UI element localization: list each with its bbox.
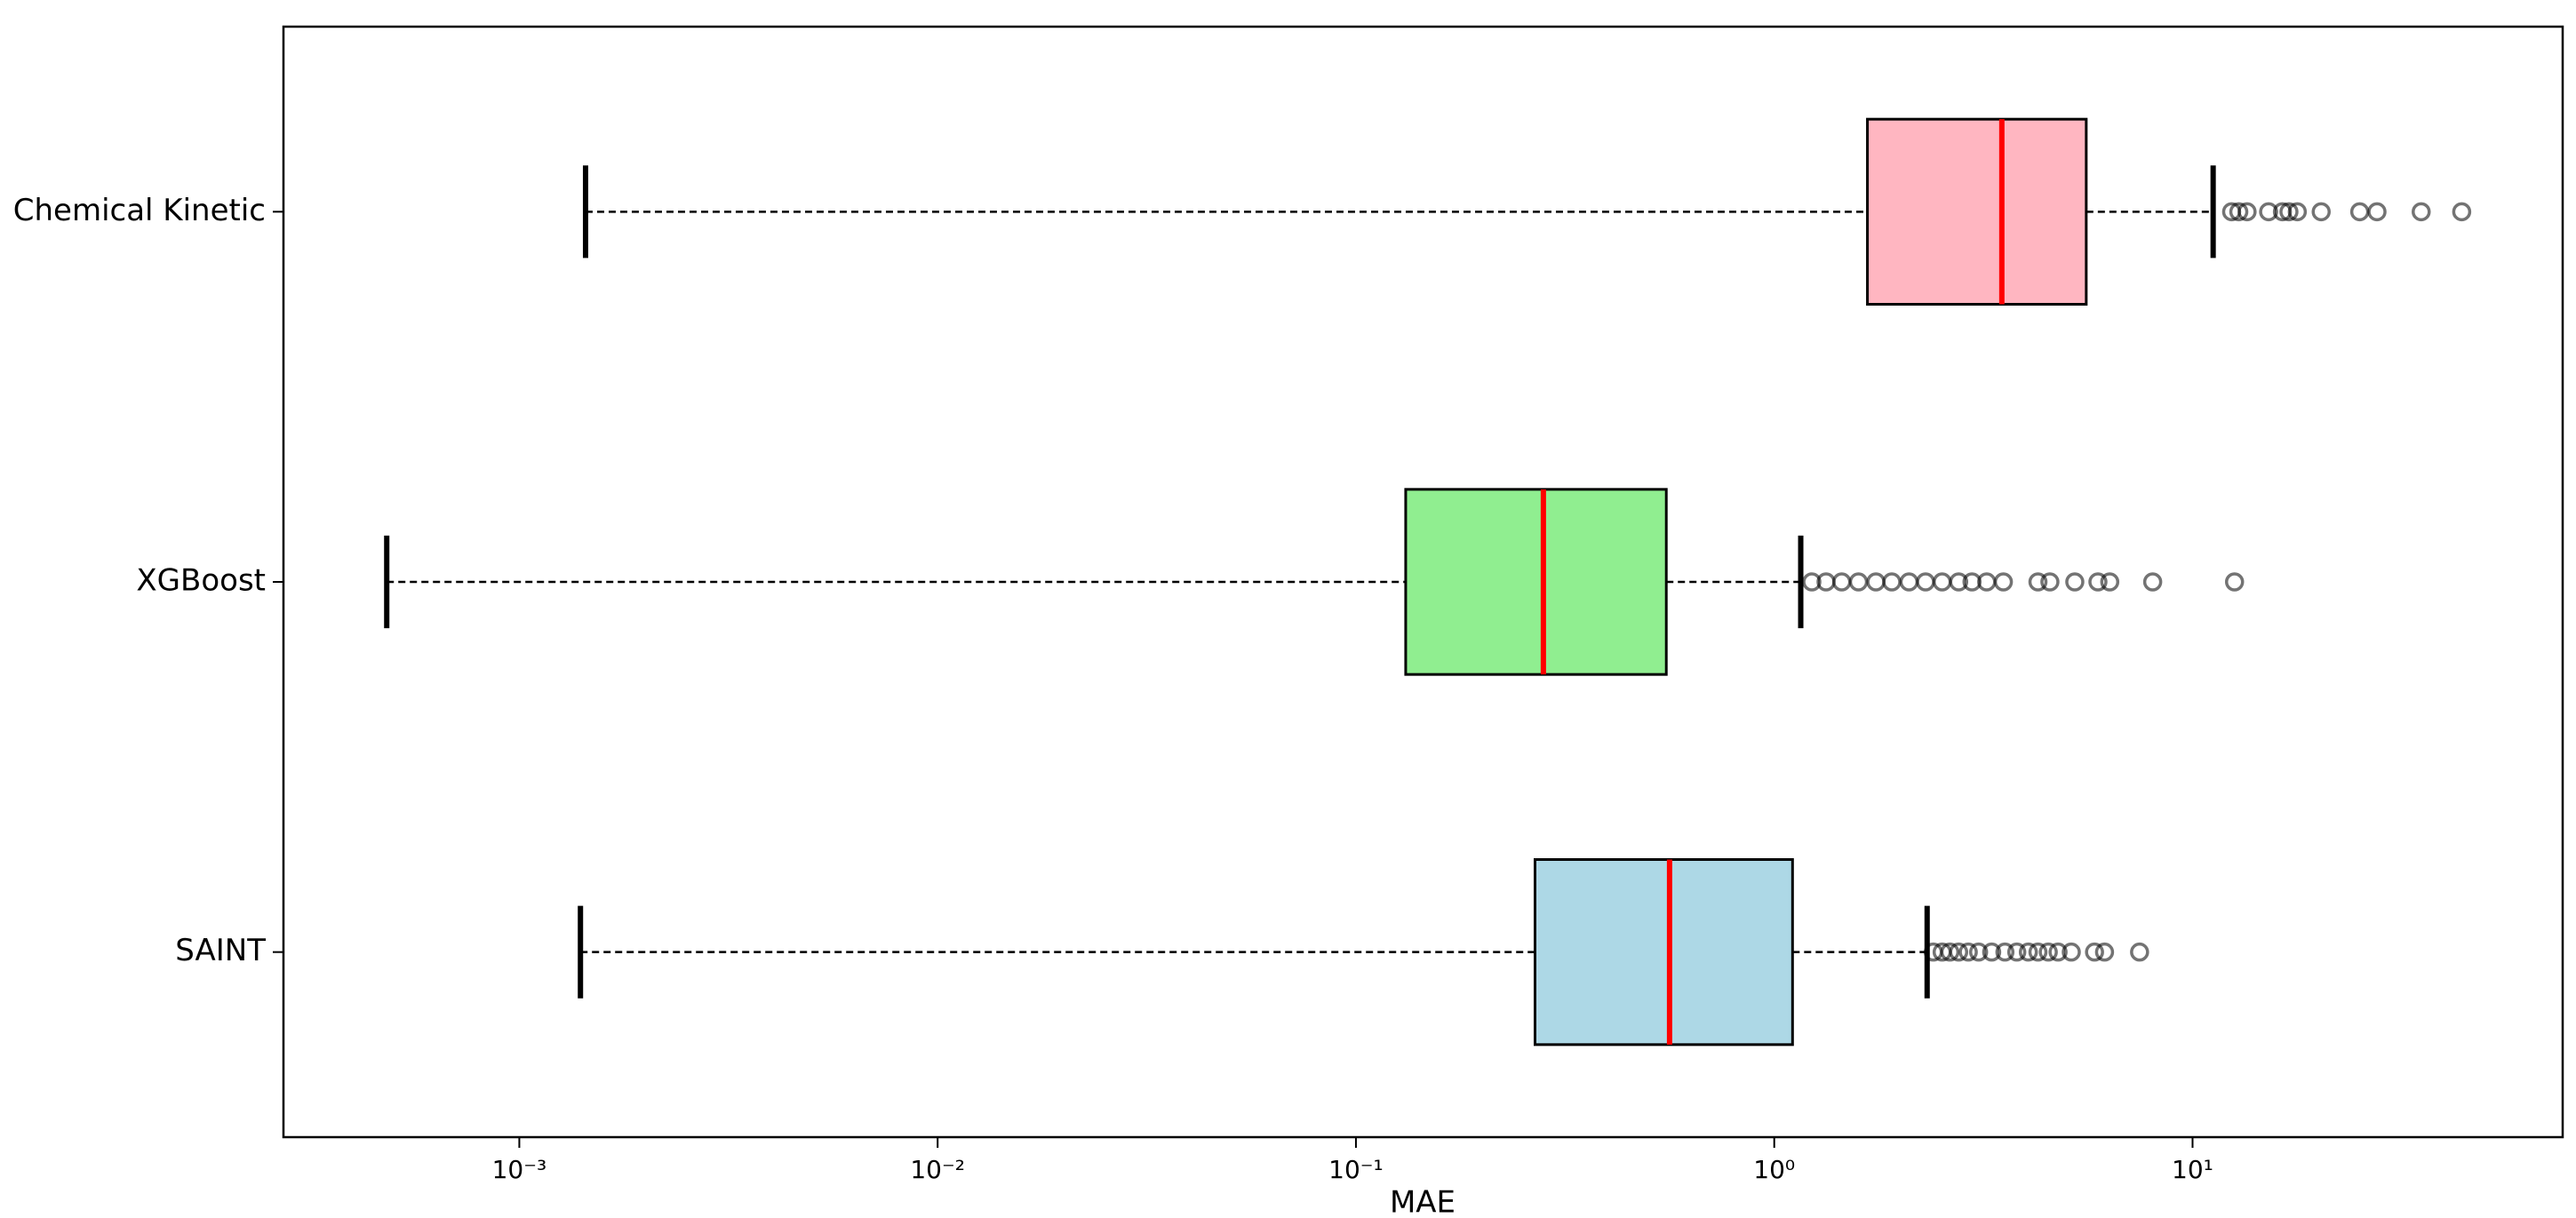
outlier [1949,572,1969,592]
outlier [1916,572,1935,592]
outlier [2006,942,2027,962]
outlier [2088,572,2108,592]
x-tick-label: 10⁻¹ [1328,1155,1384,1184]
outlier [1831,572,1852,592]
outlier [2224,572,2245,592]
outlier [2028,572,2048,592]
x-tick-label: 10¹ [2172,1155,2213,1184]
outlier [2142,572,2163,592]
x-axis-label: MAE [1390,1185,1455,1218]
x-tick-label: 10⁻² [910,1155,965,1184]
outlier [2287,202,2308,222]
outlier [1968,942,1989,962]
outlier [1995,942,2015,962]
outlier [1848,572,1869,592]
outlier [2130,942,2149,962]
outlier [2065,572,2085,592]
outlier [2028,942,2048,962]
outlier [1866,572,1886,592]
outlier [2412,202,2431,222]
x-tick-label: 10⁰ [1753,1155,1795,1184]
outlier [1882,572,1902,592]
outlier [2085,942,2104,962]
outlier [2094,942,2115,962]
outlier [2279,202,2299,222]
outlier [1932,572,1952,592]
outlier [2367,202,2387,222]
outlier [2038,942,2058,962]
outlier [2062,942,2081,962]
outlier [1982,942,2002,962]
outlier [2048,942,2068,962]
box [1534,858,1794,1047]
outlier [1802,572,1822,592]
outlier [2237,202,2257,222]
outlier [1993,572,2014,592]
outlier [2100,572,2120,592]
y-tick-label: XGBoost [136,563,266,599]
outlier [2229,202,2249,222]
outlier [1958,942,1978,962]
outlier [2452,202,2472,222]
x-tick-label: 10⁻³ [492,1155,547,1184]
outlier [2311,202,2331,222]
y-tick-label: SAINT [175,933,266,968]
outlier [2349,202,2370,222]
y-tick-label: Chemical Kinetic [13,193,266,228]
outlier [1940,942,1960,962]
outlier [1949,942,1969,962]
outlier [2259,202,2278,222]
box [1866,117,2088,306]
box [1404,488,1668,676]
outlier [2018,942,2038,962]
outlier [2040,572,2060,592]
outlier [1899,572,1919,592]
